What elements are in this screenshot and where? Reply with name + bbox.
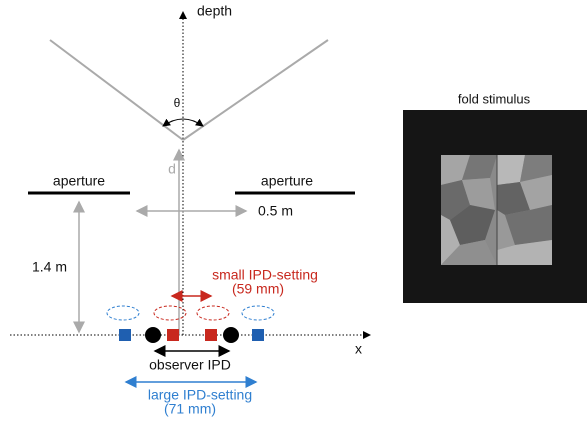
aperture-label: aperture: [53, 173, 105, 189]
angle-label: θ: [174, 96, 181, 110]
small-ipd-value: (59 mm): [232, 281, 284, 297]
aperture-width: 0.5 m: [258, 203, 293, 219]
x-label: x: [355, 341, 362, 357]
stimulus-image: [403, 110, 587, 303]
distance-label: d: [168, 161, 176, 177]
aperture-label: aperture: [261, 173, 313, 189]
geometry: [10, 12, 370, 382]
diagram: depth θ d aperture aperture 0.5 m 1.4 m …: [0, 0, 587, 426]
observer-ipd: observer IPD: [149, 357, 231, 373]
large-ipd-value: (71 mm): [164, 401, 216, 417]
stimulus-title: fold stimulus: [458, 91, 531, 106]
depth-label: depth: [197, 3, 232, 19]
viewing-distance: 1.4 m: [32, 259, 67, 275]
